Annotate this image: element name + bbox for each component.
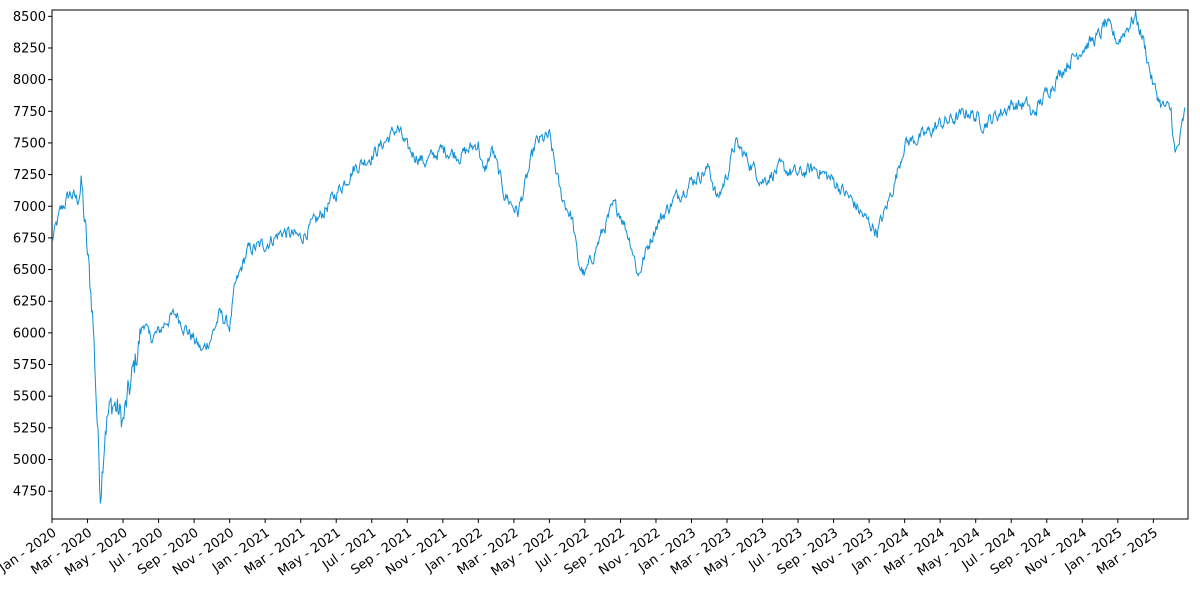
y-axis: 4750 5000 5250 5500 5750 6000 6250 6500 6750 7000…	[13, 10, 52, 500]
y-tick-label: 5000	[13, 453, 46, 468]
series-line	[51, 10, 1186, 504]
y-tick-label: 4750	[13, 485, 46, 500]
plot-area	[51, 9, 1189, 520]
y-tick-label: 5500	[13, 390, 46, 405]
y-tick-label: 6250	[13, 295, 46, 310]
y-tick-label: 7750	[13, 105, 46, 120]
y-tick-label: 6000	[13, 326, 46, 341]
y-tick-label: 5250	[13, 421, 46, 436]
y-tick-label: 8500	[13, 10, 46, 25]
y-tick-label: 7000	[13, 200, 46, 215]
y-tick-label: 8000	[13, 73, 46, 88]
y-tick-label: 7500	[13, 136, 46, 151]
y-tick-label: 5750	[13, 358, 46, 373]
y-tick-label: 8250	[13, 41, 46, 56]
y-tick-label: 6500	[13, 263, 46, 278]
y-tick-label: 6750	[13, 231, 46, 246]
y-tick-label: 7250	[13, 168, 46, 183]
